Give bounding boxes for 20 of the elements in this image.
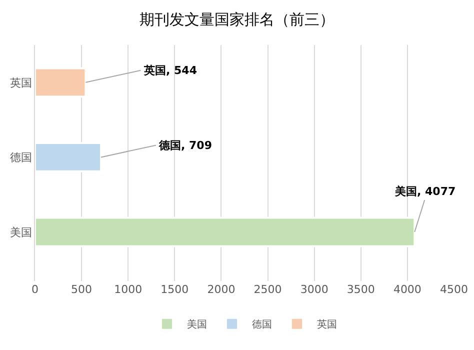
x-tick-label: 500 <box>71 283 92 296</box>
x-tick-label: 4500 <box>440 283 468 296</box>
x-tick-label: 4000 <box>393 283 422 296</box>
data-label: 美国, 4077 <box>394 185 456 198</box>
x-tick-label: 3000 <box>300 283 328 296</box>
x-tick-label: 2500 <box>254 283 282 296</box>
x-tick-label: 0 <box>32 283 38 296</box>
chart-title: 期刊发文量国家排名（前三） <box>140 10 334 28</box>
legend-label: 德国 <box>252 320 272 331</box>
y-tick-label: 英国 <box>10 76 32 90</box>
data-label: 英国, 544 <box>143 64 198 77</box>
x-tick-label: 1000 <box>114 283 142 296</box>
y-tick-label: 美国 <box>10 226 32 239</box>
y-tick-label: 德国 <box>10 151 32 164</box>
x-tick-label: 1500 <box>160 283 189 296</box>
x-tick-label: 3500 <box>346 283 375 296</box>
legend-label: 英国 <box>317 318 337 331</box>
legend-label: 美国 <box>187 318 207 331</box>
data-label: 德国, 709 <box>158 139 212 152</box>
x-tick-label: 2000 <box>207 283 236 296</box>
